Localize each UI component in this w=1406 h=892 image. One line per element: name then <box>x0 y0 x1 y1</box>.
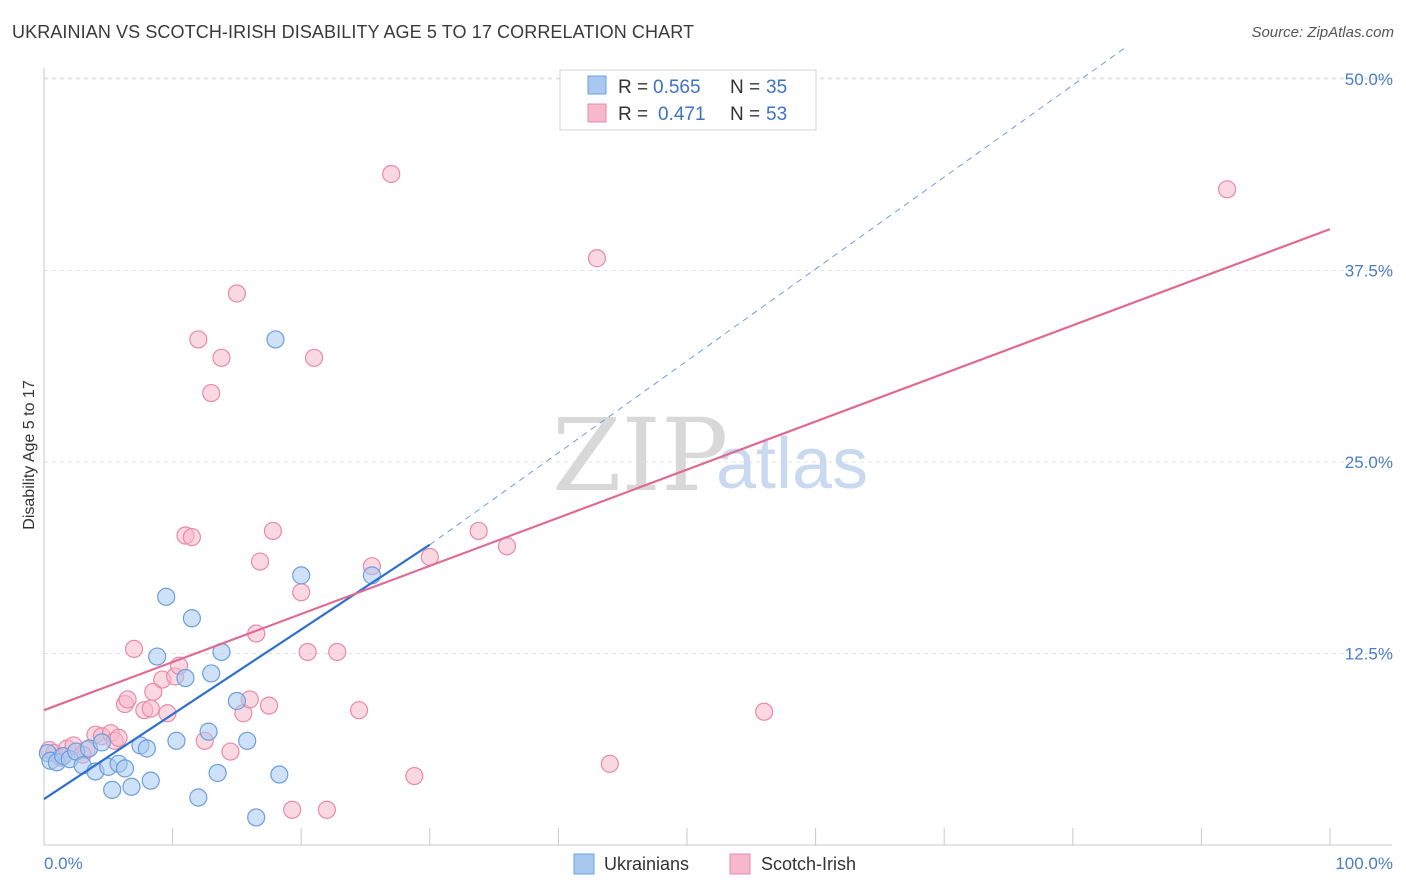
watermark-zip: ZIP <box>552 397 728 514</box>
bottom-legend: Ukrainians Scotch-Irish <box>573 853 856 875</box>
legend-n-value-ukrainians: 35 <box>766 77 787 98</box>
ukrainians-point <box>199 722 218 741</box>
scotch-irish-point <box>263 521 283 541</box>
scotch-irish-point <box>328 642 347 662</box>
scotch-irish-trend-line <box>43 228 1331 712</box>
y-tick-label-2: 37.5% <box>1345 262 1393 281</box>
legend-r-value-scotch-irish: 0.471 <box>658 104 706 125</box>
scotch-irish-point <box>109 728 128 747</box>
scotch-irish-point <box>304 348 324 367</box>
scotch-irish-point <box>189 330 208 349</box>
grid-lines <box>43 68 1392 846</box>
ukrainians-point <box>167 731 186 750</box>
bottom-legend-ukrainians: Ukrainians <box>604 854 689 874</box>
scotch-irish-point <box>212 348 231 367</box>
source-label: Source: ZipAtlas.com <box>1251 24 1394 41</box>
ukrainians-point <box>141 771 160 790</box>
legend-n-value-scotch-irish: 53 <box>766 104 787 125</box>
y-tick-label-3: 50.0% <box>1345 70 1393 89</box>
legend-r-label-1: R = <box>618 77 648 98</box>
legend-n-label-2: N = <box>730 104 760 125</box>
ukrainians-point <box>137 739 156 758</box>
scotch-irish-point <box>405 766 424 786</box>
x-tick-label-min: 0.0% <box>44 854 83 873</box>
scotch-irish-point <box>298 642 317 662</box>
ukrainians-point <box>292 566 311 585</box>
y-tick-labels: 12.5% 25.0% 37.5% 50.0% <box>1345 70 1393 664</box>
scotch-irish-point <box>221 742 240 761</box>
y-tick-label-1: 25.0% <box>1345 453 1393 472</box>
scotch-irish-point <box>317 800 337 819</box>
ukrainians-points <box>38 330 382 827</box>
ukrainians-point <box>122 777 141 796</box>
scotch-irish-point <box>124 639 144 659</box>
scotch-irish-point <box>259 696 279 715</box>
ukrainians-point <box>247 808 266 827</box>
ukrainians-point <box>202 664 221 683</box>
scotch-irish-point <box>755 702 774 721</box>
bottom-legend-swatch-scotch-irish <box>729 853 751 875</box>
legend-swatch-ukrainians <box>587 75 607 95</box>
scotch-irish-point <box>283 800 302 819</box>
ukrainians-point <box>148 647 167 666</box>
ukrainians-point <box>182 609 201 628</box>
scotch-irish-point <box>182 527 201 547</box>
ukrainians-trend-line <box>43 543 431 800</box>
chart-title: UKRAINIAN VS SCOTCH-IRISH DISABILITY AGE… <box>12 22 695 42</box>
scotch-irish-point <box>1218 180 1237 199</box>
legend-r-label-2: R = <box>618 104 648 125</box>
ukrainians-point <box>208 763 227 783</box>
trend-lines <box>43 47 1331 800</box>
scotch-irish-point <box>349 701 369 720</box>
scotch-irish-point <box>292 583 311 602</box>
scotch-irish-point <box>141 699 160 718</box>
scotch-irish-point <box>118 690 137 709</box>
scotch-irish-point <box>382 164 401 184</box>
ukrainians-point <box>189 788 208 807</box>
ukrainians-point <box>176 668 195 688</box>
legend-swatch-scotch-irish <box>587 103 607 123</box>
legend-n-label-1: N = <box>730 77 760 98</box>
scotch-irish-point <box>587 249 607 268</box>
ukrainians-point <box>115 759 135 778</box>
ukrainians-point <box>92 733 111 752</box>
scotch-irish-point <box>227 284 246 303</box>
ukrainians-point <box>266 330 285 349</box>
x-tick-label-max: 100.0% <box>1335 854 1393 873</box>
ukrainians-point <box>103 780 122 799</box>
ukrainians-point <box>157 587 176 606</box>
ukrainians-point <box>362 566 382 585</box>
bottom-legend-scotch-irish: Scotch-Irish <box>761 854 856 874</box>
ukrainians-point <box>238 731 257 750</box>
bottom-legend-swatch-ukrainians <box>573 853 595 875</box>
scotch-irish-point <box>600 754 619 773</box>
scotch-irish-point <box>250 552 270 571</box>
legend-r-value-ukrainians: 0.565 <box>653 77 701 98</box>
watermark-atlas: atlas <box>716 424 868 504</box>
legend: R = 0.565 N = 35 R = 0.471 N = 53 <box>559 69 817 131</box>
x-tick-marks <box>172 828 1331 845</box>
scotch-irish-point <box>144 682 163 701</box>
y-axis-label: Disability Age 5 to 17 <box>21 380 38 530</box>
scotch-irish-point <box>202 383 221 403</box>
ukrainians-point <box>270 765 289 784</box>
scotch-irish-point <box>469 521 488 541</box>
y-tick-label-0: 12.5% <box>1345 645 1393 664</box>
ukrainians-point <box>227 691 246 711</box>
